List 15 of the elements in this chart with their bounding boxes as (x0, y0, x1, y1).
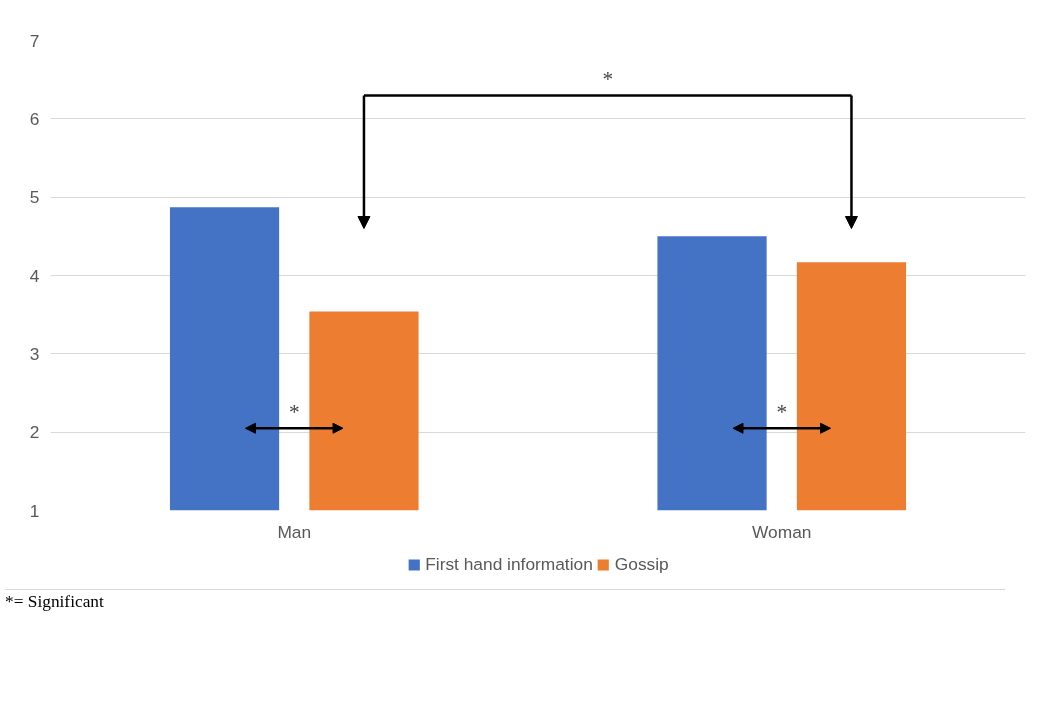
y-tick-label: 7 (29, 30, 40, 51)
x-tick-label: Woman (752, 521, 812, 542)
y-tick-label: 6 (29, 108, 40, 129)
x-tick-label: Man (277, 521, 312, 542)
legend-label: First hand information (425, 553, 593, 575)
annotation: * (776, 400, 788, 425)
y-tick-label: 3 (29, 343, 40, 364)
annotation: * (602, 67, 614, 92)
y-tick-label: 2 (29, 422, 40, 443)
annotation: * (288, 400, 300, 425)
text: *= Significant (5, 591, 104, 613)
y-tick-label: 5 (29, 187, 40, 208)
legend-label: Gossip (614, 553, 669, 575)
y-tick-label: 4 (29, 265, 40, 286)
y-tick-label: 1 (29, 500, 40, 521)
